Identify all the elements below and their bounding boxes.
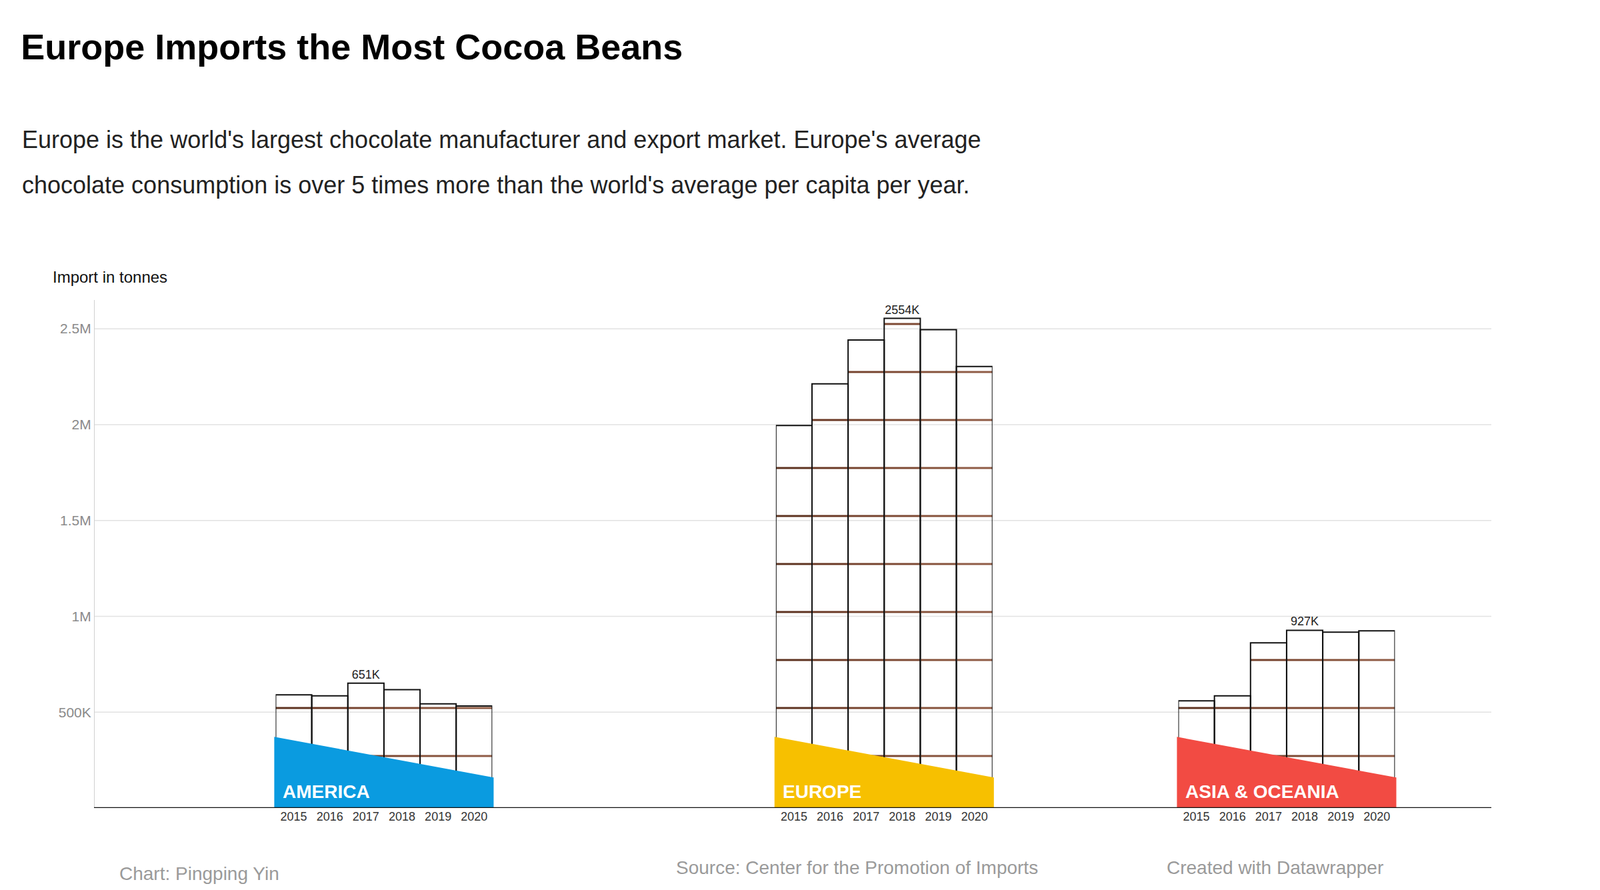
- svg-text:AMERICA: AMERICA: [282, 781, 370, 802]
- svg-text:Europe Imports the Most Cocoa: Europe Imports the Most Cocoa Beans: [20, 26, 683, 67]
- svg-text:Europe is the world's largest: Europe is the world's largest chocolate …: [22, 126, 982, 154]
- svg-text:1.5M: 1.5M: [60, 512, 92, 528]
- svg-text:2018: 2018: [1291, 810, 1318, 824]
- svg-text:EUROPE: EUROPE: [782, 781, 862, 802]
- svg-text:Created with Datawrapper: Created with Datawrapper: [1166, 857, 1384, 878]
- svg-text:2015: 2015: [1183, 810, 1210, 824]
- svg-text:2017: 2017: [1255, 810, 1282, 824]
- svg-text:2554K: 2554K: [884, 303, 920, 317]
- svg-text:2020: 2020: [460, 810, 488, 824]
- svg-text:500K: 500K: [58, 704, 92, 720]
- svg-text:2.5M: 2.5M: [60, 320, 92, 336]
- svg-text:2019: 2019: [924, 810, 952, 824]
- svg-text:2017: 2017: [352, 810, 380, 824]
- svg-text:927K: 927K: [1290, 614, 1319, 628]
- svg-text:651K: 651K: [352, 668, 380, 682]
- svg-text:2019: 2019: [1327, 810, 1354, 824]
- svg-text:Import in tonnes: Import in tonnes: [52, 268, 168, 286]
- svg-text:ASIA & OCEANIA: ASIA & OCEANIA: [1185, 781, 1340, 802]
- svg-text:Chart: Pingping Yin: Chart: Pingping Yin: [119, 863, 280, 884]
- svg-text:2015: 2015: [280, 810, 308, 824]
- svg-text:2M: 2M: [72, 416, 92, 432]
- svg-text:2015: 2015: [780, 810, 808, 824]
- svg-text:2016: 2016: [316, 810, 344, 824]
- svg-text:2018: 2018: [888, 810, 916, 824]
- svg-text:2016: 2016: [816, 810, 844, 824]
- svg-text:2016: 2016: [1219, 810, 1246, 824]
- svg-text:chocolate consumption is over: chocolate consumption is over 5 times mo…: [22, 171, 970, 199]
- svg-text:2018: 2018: [388, 810, 416, 824]
- svg-text:2017: 2017: [852, 810, 880, 824]
- svg-text:2020: 2020: [961, 810, 988, 824]
- svg-text:Source: Center for the Promoti: Source: Center for the Promotion of Impo…: [676, 857, 1038, 878]
- svg-text:2019: 2019: [424, 810, 452, 824]
- svg-text:2020: 2020: [1363, 810, 1390, 824]
- svg-text:1M: 1M: [72, 608, 92, 624]
